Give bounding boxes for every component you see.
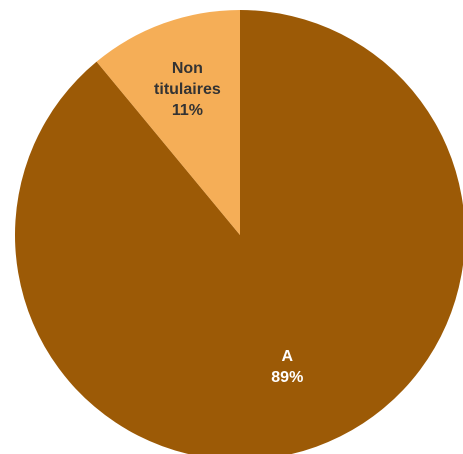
pie-slice-1 xyxy=(14,10,463,454)
slice-name-label: A xyxy=(282,348,294,365)
pie-slice-label-1: A 89% xyxy=(271,348,303,386)
slice-percent-label: 89% xyxy=(271,369,303,386)
pie-labels: A 89% Non titulaires 11% xyxy=(154,60,303,386)
slice-name-label: Non xyxy=(172,60,203,77)
pie-slices xyxy=(14,9,463,454)
slice-name-label: titulaires xyxy=(154,81,221,98)
slice-percent-label: 11% xyxy=(172,102,203,119)
pie-slice-2 xyxy=(96,9,240,235)
pie-slice-label-2: Non titulaires 11% xyxy=(154,60,221,119)
